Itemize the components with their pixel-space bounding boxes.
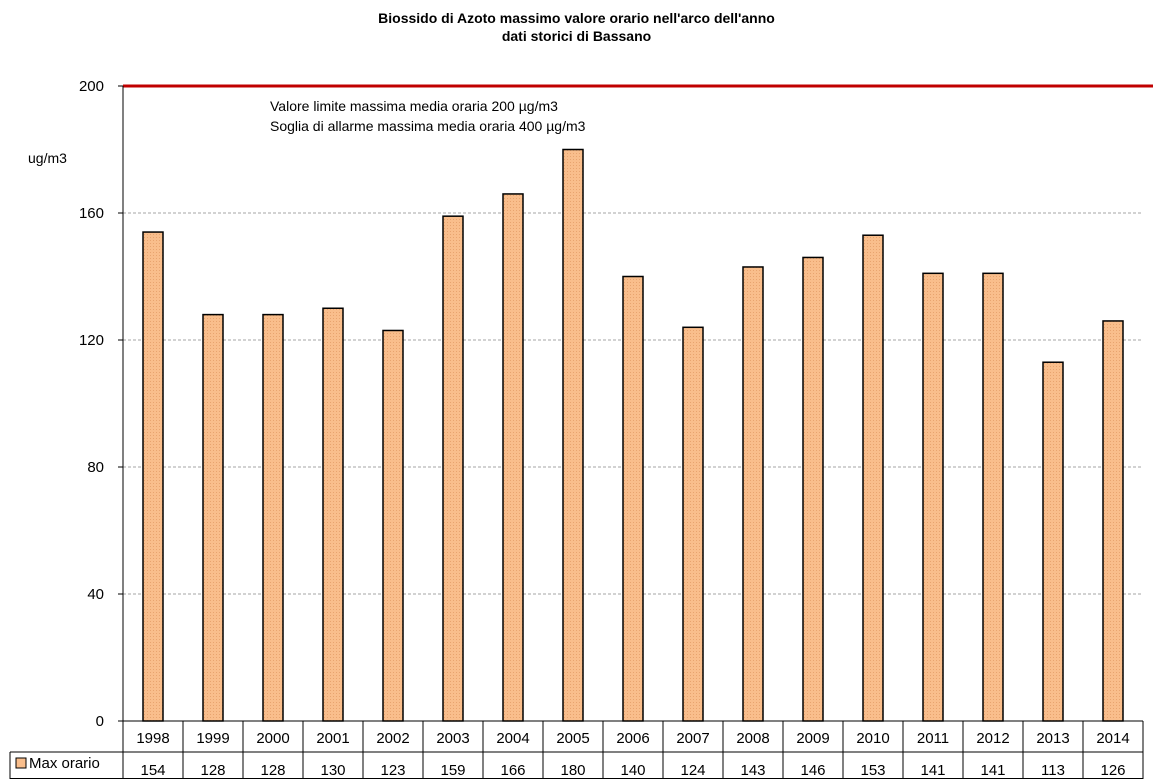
y-tick-label: 120 — [79, 332, 104, 349]
bar-2003 — [442, 215, 464, 722]
x-category-label: 2005 — [556, 730, 589, 747]
bar-2013 — [1042, 361, 1064, 722]
x-category-label: 2000 — [256, 730, 289, 747]
x-category-label: 1998 — [136, 730, 169, 747]
data-value-label: 146 — [800, 762, 825, 779]
y-tick-label: 200 — [79, 78, 104, 95]
bar-2007 — [682, 326, 704, 722]
data-value-label: 123 — [380, 762, 405, 779]
data-value-label: 141 — [980, 762, 1005, 779]
x-category-label: 2003 — [436, 730, 469, 747]
chart-subtitle: dati storici di Bassano — [501, 28, 652, 44]
bar-2002 — [382, 329, 404, 722]
x-category-label: 2012 — [976, 730, 1009, 747]
data-value-label: 128 — [200, 762, 225, 779]
x-category-label: 2014 — [1096, 730, 1129, 747]
data-value-label: 128 — [260, 762, 285, 779]
x-category-label: 2008 — [736, 730, 769, 747]
data-value-label: 124 — [680, 762, 705, 779]
y-tick-label: 80 — [87, 459, 104, 476]
y-tick-label: 0 — [96, 713, 104, 730]
data-value-label: 126 — [1100, 762, 1125, 779]
legend-swatch — [15, 757, 27, 769]
bar-2012 — [982, 272, 1004, 722]
data-value-label: 159 — [440, 762, 465, 779]
data-value-label: 143 — [740, 762, 765, 779]
x-category-label: 2010 — [856, 730, 889, 747]
data-value-label: 153 — [860, 762, 885, 779]
data-value-label: 166 — [500, 762, 525, 779]
bar-1999 — [202, 313, 224, 722]
annotation-alarm: Soglia di allarme massima media oraria 4… — [270, 118, 586, 134]
bar-2010 — [862, 234, 884, 722]
bar-1998 — [142, 231, 164, 722]
x-category-label: 2007 — [676, 730, 709, 747]
data-value-label: 141 — [920, 762, 945, 779]
x-category-label: 2004 — [496, 730, 529, 747]
data-value-label: 130 — [320, 762, 345, 779]
bar-2011 — [922, 272, 944, 722]
data-value-label: 140 — [620, 762, 645, 779]
bar-2006 — [622, 275, 644, 722]
data-value-label: 180 — [560, 762, 585, 779]
bar-2000 — [262, 313, 284, 722]
bar-2014 — [1102, 320, 1124, 722]
chart-title: Biossido di Azoto massimo valore orario … — [378, 10, 775, 26]
y-axis-label: ug/m3 — [28, 150, 67, 166]
x-category-label: 2006 — [616, 730, 649, 747]
bar-2009 — [802, 256, 824, 722]
data-value-label: 154 — [140, 762, 165, 779]
x-category-label: 1999 — [196, 730, 229, 747]
y-tick-label: 40 — [87, 586, 104, 603]
data-value-label: 113 — [1041, 762, 1065, 779]
x-category-label: 2013 — [1036, 730, 1069, 747]
annotation-limit: Valore limite massima media oraria 200 µ… — [270, 98, 558, 114]
x-category-label: 2002 — [376, 730, 409, 747]
x-category-label: 2009 — [796, 730, 829, 747]
x-category-label: 2011 — [917, 730, 949, 747]
bar-2005 — [562, 148, 584, 722]
legend-label: Max orario — [29, 755, 100, 772]
bar-2004 — [502, 193, 524, 722]
x-category-label: 2001 — [316, 730, 349, 747]
y-tick-label: 160 — [79, 205, 104, 222]
bar-2001 — [322, 307, 344, 722]
bar-2008 — [742, 266, 764, 722]
